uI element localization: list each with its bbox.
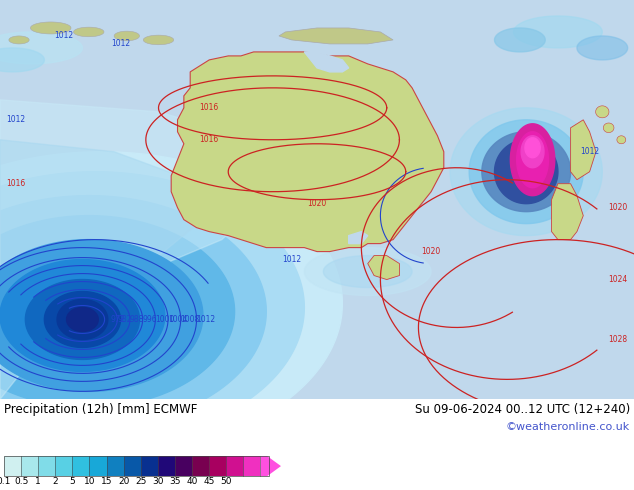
- Text: 1024: 1024: [609, 275, 628, 284]
- Polygon shape: [525, 138, 540, 158]
- Bar: [226, 456, 243, 476]
- Polygon shape: [44, 292, 120, 347]
- Bar: [175, 456, 192, 476]
- Bar: [124, 456, 141, 476]
- Polygon shape: [57, 299, 108, 340]
- Polygon shape: [552, 184, 583, 240]
- Polygon shape: [469, 120, 583, 223]
- Polygon shape: [510, 124, 555, 196]
- Polygon shape: [521, 136, 544, 168]
- Bar: [38, 456, 55, 476]
- Polygon shape: [0, 32, 82, 64]
- Text: ©weatheronline.co.uk: ©weatheronline.co.uk: [506, 422, 630, 432]
- Polygon shape: [577, 36, 628, 60]
- Text: 1012: 1012: [54, 31, 73, 41]
- Bar: [192, 456, 209, 476]
- Text: 1008: 1008: [181, 315, 200, 324]
- Bar: [4, 456, 269, 476]
- Text: 20: 20: [118, 477, 129, 486]
- Text: 1020: 1020: [609, 203, 628, 212]
- Polygon shape: [0, 140, 203, 360]
- Polygon shape: [171, 52, 444, 251]
- Polygon shape: [0, 48, 44, 72]
- Polygon shape: [0, 172, 304, 443]
- Polygon shape: [74, 27, 104, 37]
- Bar: [141, 456, 158, 476]
- Bar: [4, 456, 21, 476]
- Text: 1016: 1016: [200, 135, 219, 144]
- Polygon shape: [0, 152, 342, 455]
- Text: 996: 996: [143, 315, 157, 324]
- Text: 10: 10: [84, 477, 95, 486]
- Text: 45: 45: [204, 477, 215, 486]
- Polygon shape: [30, 22, 71, 34]
- Bar: [21, 456, 38, 476]
- Text: 35: 35: [169, 477, 181, 486]
- Polygon shape: [323, 256, 412, 288]
- Bar: [209, 456, 226, 476]
- Polygon shape: [114, 31, 139, 41]
- Text: 50: 50: [221, 477, 232, 486]
- Polygon shape: [0, 196, 266, 427]
- Text: Su 09-06-2024 00..12 UTC (12+240): Su 09-06-2024 00..12 UTC (12+240): [415, 403, 630, 416]
- Polygon shape: [571, 120, 596, 180]
- Polygon shape: [514, 16, 602, 48]
- Polygon shape: [0, 240, 203, 392]
- Polygon shape: [517, 132, 548, 188]
- Bar: [243, 456, 261, 476]
- Text: 0.1: 0.1: [0, 477, 11, 486]
- Polygon shape: [0, 216, 235, 407]
- Polygon shape: [9, 36, 29, 44]
- Text: 1004: 1004: [168, 315, 188, 324]
- Polygon shape: [0, 100, 285, 399]
- Polygon shape: [482, 132, 571, 212]
- Text: 1012: 1012: [580, 147, 599, 156]
- Polygon shape: [279, 28, 393, 44]
- Polygon shape: [304, 52, 349, 72]
- FancyArrow shape: [261, 456, 281, 476]
- Polygon shape: [596, 106, 609, 118]
- Text: 988: 988: [130, 315, 145, 324]
- Text: 25: 25: [135, 477, 146, 486]
- Text: 5: 5: [70, 477, 75, 486]
- Polygon shape: [0, 260, 165, 371]
- Polygon shape: [514, 148, 552, 188]
- Text: 15: 15: [101, 477, 112, 486]
- Bar: [72, 456, 89, 476]
- Polygon shape: [349, 232, 368, 244]
- Text: 1012: 1012: [111, 39, 130, 49]
- Text: 1016: 1016: [6, 179, 25, 188]
- Polygon shape: [304, 247, 431, 295]
- Text: Precipitation (12h) [mm] ECMWF: Precipitation (12h) [mm] ECMWF: [4, 403, 197, 416]
- Text: 1028: 1028: [609, 335, 628, 344]
- Text: 1012: 1012: [197, 315, 216, 324]
- Polygon shape: [368, 256, 399, 279]
- Text: 2: 2: [53, 477, 58, 486]
- Bar: [55, 456, 72, 476]
- Text: 982: 982: [117, 315, 132, 324]
- Polygon shape: [495, 28, 545, 52]
- Polygon shape: [604, 123, 614, 133]
- Text: 0.5: 0.5: [14, 477, 29, 486]
- Text: 40: 40: [186, 477, 198, 486]
- Polygon shape: [495, 140, 558, 204]
- Text: 1: 1: [36, 477, 41, 486]
- Bar: [158, 456, 175, 476]
- Polygon shape: [450, 108, 602, 236]
- Text: 972: 972: [111, 315, 126, 324]
- Bar: [89, 456, 107, 476]
- Text: 30: 30: [152, 477, 164, 486]
- Text: 1000: 1000: [155, 315, 175, 324]
- Text: 1020: 1020: [422, 247, 441, 256]
- Text: 1020: 1020: [307, 199, 327, 208]
- Polygon shape: [67, 308, 98, 331]
- Text: 1012: 1012: [6, 115, 25, 124]
- Text: 1012: 1012: [282, 255, 301, 264]
- Text: 1016: 1016: [200, 103, 219, 112]
- Bar: [107, 456, 124, 476]
- Polygon shape: [617, 136, 626, 144]
- Polygon shape: [143, 35, 174, 45]
- Polygon shape: [25, 280, 139, 359]
